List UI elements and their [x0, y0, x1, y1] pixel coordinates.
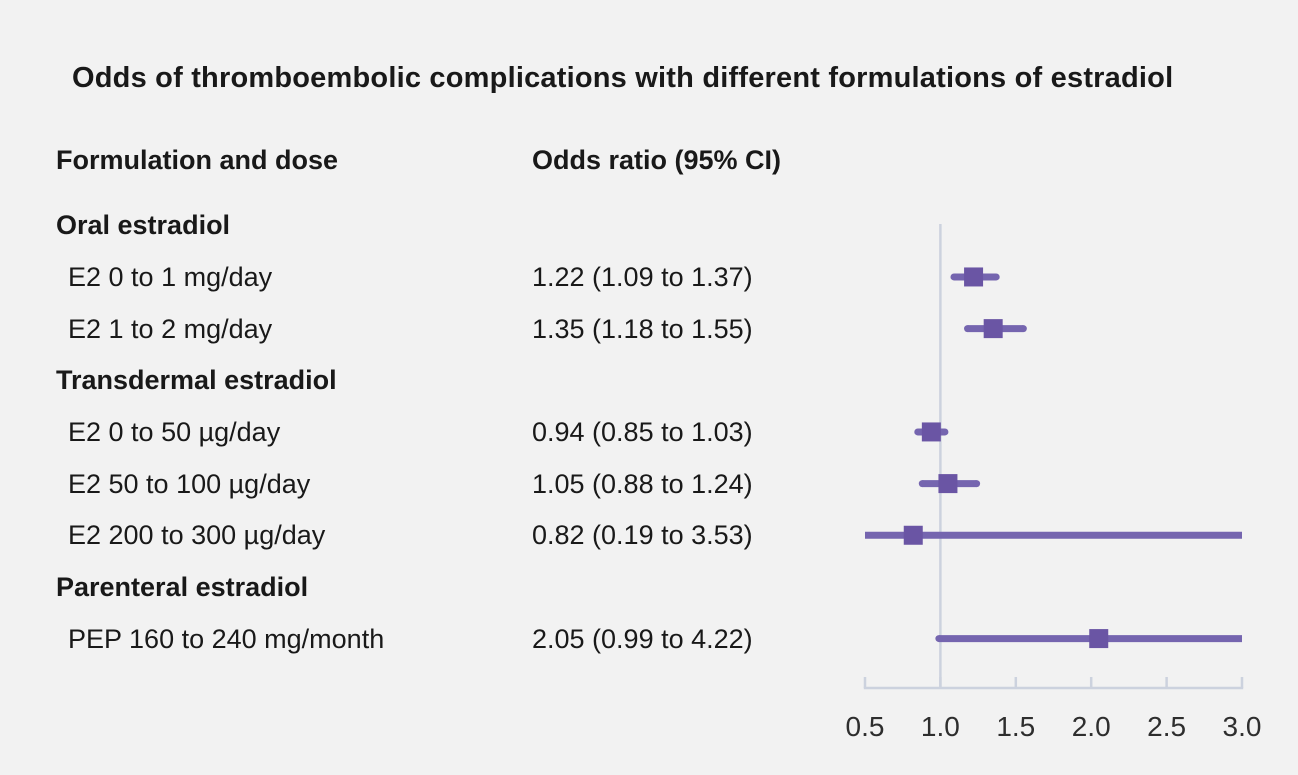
odds-ratio-value: 1.05 (0.88 to 1.24) — [532, 468, 753, 499]
ci-cap-left — [950, 273, 958, 281]
point-estimate-marker — [921, 422, 941, 442]
point-estimate-marker — [983, 319, 1003, 339]
x-axis-tick-label: 1.0 — [921, 711, 960, 742]
item-label: E2 0 to 50 µg/day — [68, 416, 281, 447]
point-estimate-marker — [964, 267, 984, 287]
x-axis-tick-label: 2.0 — [1072, 711, 1111, 742]
x-axis-tick-label: 0.5 — [846, 711, 885, 742]
ci-cap-right — [1019, 325, 1027, 333]
ci-cap-left — [935, 635, 943, 643]
row-group-oral-estradiol: Oral estradiol — [0, 199, 830, 251]
row-item-e2-200-300: E2 200 to 300 µg/day 0.82 (0.19 to 3.53) — [0, 509, 830, 561]
point-estimate-marker — [1089, 629, 1109, 649]
row-item-e2-0-50: E2 0 to 50 µg/day 0.94 (0.85 to 1.03) — [0, 406, 830, 458]
x-axis-tick-label: 3.0 — [1223, 711, 1262, 742]
odds-ratio-value: 0.94 (0.85 to 1.03) — [532, 416, 753, 447]
odds-ratio-value: 1.22 (1.09 to 1.37) — [532, 261, 753, 292]
ci-cap-right — [992, 273, 1000, 281]
item-label: PEP 160 to 240 mg/month — [68, 623, 385, 654]
item-label: E2 1 to 2 mg/day — [68, 313, 273, 344]
item-label: E2 50 to 100 µg/day — [68, 468, 311, 499]
item-label: E2 0 to 1 mg/day — [68, 261, 273, 292]
point-estimate-marker — [938, 474, 958, 494]
point-estimate-marker — [903, 525, 923, 545]
ci-cap-left — [914, 428, 922, 436]
row-item-e2-0-1: E2 0 to 1 mg/day 1.22 (1.09 to 1.37) — [0, 251, 830, 303]
row-item-e2-1-2: E2 1 to 2 mg/day 1.35 (1.18 to 1.55) — [0, 303, 830, 355]
ci-cap-left — [918, 480, 926, 488]
row-group-transdermal-estradiol: Transdermal estradiol — [0, 354, 830, 406]
ci-cap-right — [941, 428, 949, 436]
odds-ratio-value: 1.35 (1.18 to 1.55) — [532, 313, 753, 344]
ci-cap-left — [964, 325, 972, 333]
row-item-e2-50-100: E2 50 to 100 µg/day 1.05 (0.88 to 1.24) — [0, 458, 830, 510]
row-group-parenteral-estradiol: Parenteral estradiol — [0, 561, 830, 613]
group-label: Oral estradiol — [56, 209, 231, 240]
group-label: Parenteral estradiol — [56, 571, 309, 602]
x-axis-tick-label: 2.5 — [1147, 711, 1186, 742]
x-axis-tick-label: 1.5 — [996, 711, 1035, 742]
column-header-odds-ratio: Odds ratio (95% CI) — [532, 145, 782, 175]
column-header-formulation: Formulation and dose — [56, 145, 339, 175]
group-label: Transdermal estradiol — [56, 364, 337, 395]
item-label: E2 200 to 300 µg/day — [68, 519, 326, 550]
odds-ratio-value: 2.05 (0.99 to 4.22) — [532, 623, 753, 654]
chart-title: Odds of thromboembolic complications wit… — [72, 62, 1174, 94]
ci-cap-right — [973, 480, 981, 488]
row-item-pep-160-240: PEP 160 to 240 mg/month 2.05 (0.99 to 4.… — [0, 613, 830, 665]
odds-ratio-value: 0.82 (0.19 to 3.53) — [532, 519, 753, 550]
